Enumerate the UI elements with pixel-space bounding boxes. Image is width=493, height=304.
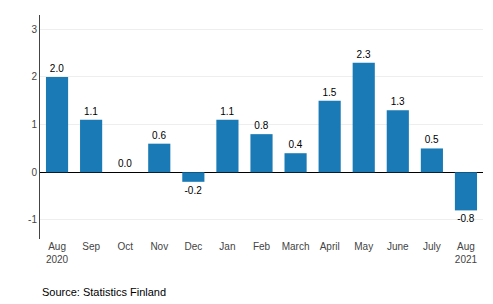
svg-text:0.5: 0.5	[425, 134, 439, 145]
svg-text:3: 3	[31, 24, 37, 35]
svg-text:Sep: Sep	[82, 241, 100, 252]
svg-text:0.8: 0.8	[254, 120, 268, 131]
svg-text:0.4: 0.4	[288, 139, 302, 150]
svg-text:2.0: 2.0	[50, 63, 64, 74]
svg-text:Aug2021: Aug2021	[455, 241, 478, 265]
svg-text:1.3: 1.3	[391, 96, 405, 107]
svg-text:-0.2: -0.2	[185, 185, 203, 196]
svg-text:Oct: Oct	[117, 241, 133, 252]
svg-text:June: June	[387, 241, 409, 252]
svg-text:2: 2	[31, 71, 37, 82]
svg-text:-0.8: -0.8	[457, 213, 475, 224]
svg-text:1.1: 1.1	[220, 106, 234, 117]
svg-text:2.3: 2.3	[357, 49, 371, 60]
svg-text:1: 1	[31, 119, 37, 130]
svg-text:May: May	[354, 241, 373, 252]
svg-text:Dec: Dec	[184, 241, 202, 252]
svg-text:March: March	[282, 241, 310, 252]
svg-text:0.6: 0.6	[152, 130, 166, 141]
svg-text:July: July	[423, 241, 441, 252]
svg-text:1.1: 1.1	[84, 106, 98, 117]
svg-text:-1: -1	[28, 214, 37, 225]
svg-text:Feb: Feb	[253, 241, 271, 252]
svg-text:Aug2020: Aug2020	[46, 241, 69, 265]
svg-text:Nov: Nov	[150, 241, 168, 252]
svg-text:0.0: 0.0	[118, 158, 132, 169]
svg-text:Source: Statistics Finland: Source: Statistics Finland	[42, 286, 166, 298]
svg-text:0: 0	[31, 167, 37, 178]
svg-text:Jan: Jan	[219, 241, 235, 252]
svg-text:April: April	[320, 241, 340, 252]
svg-text:1.5: 1.5	[322, 87, 336, 98]
